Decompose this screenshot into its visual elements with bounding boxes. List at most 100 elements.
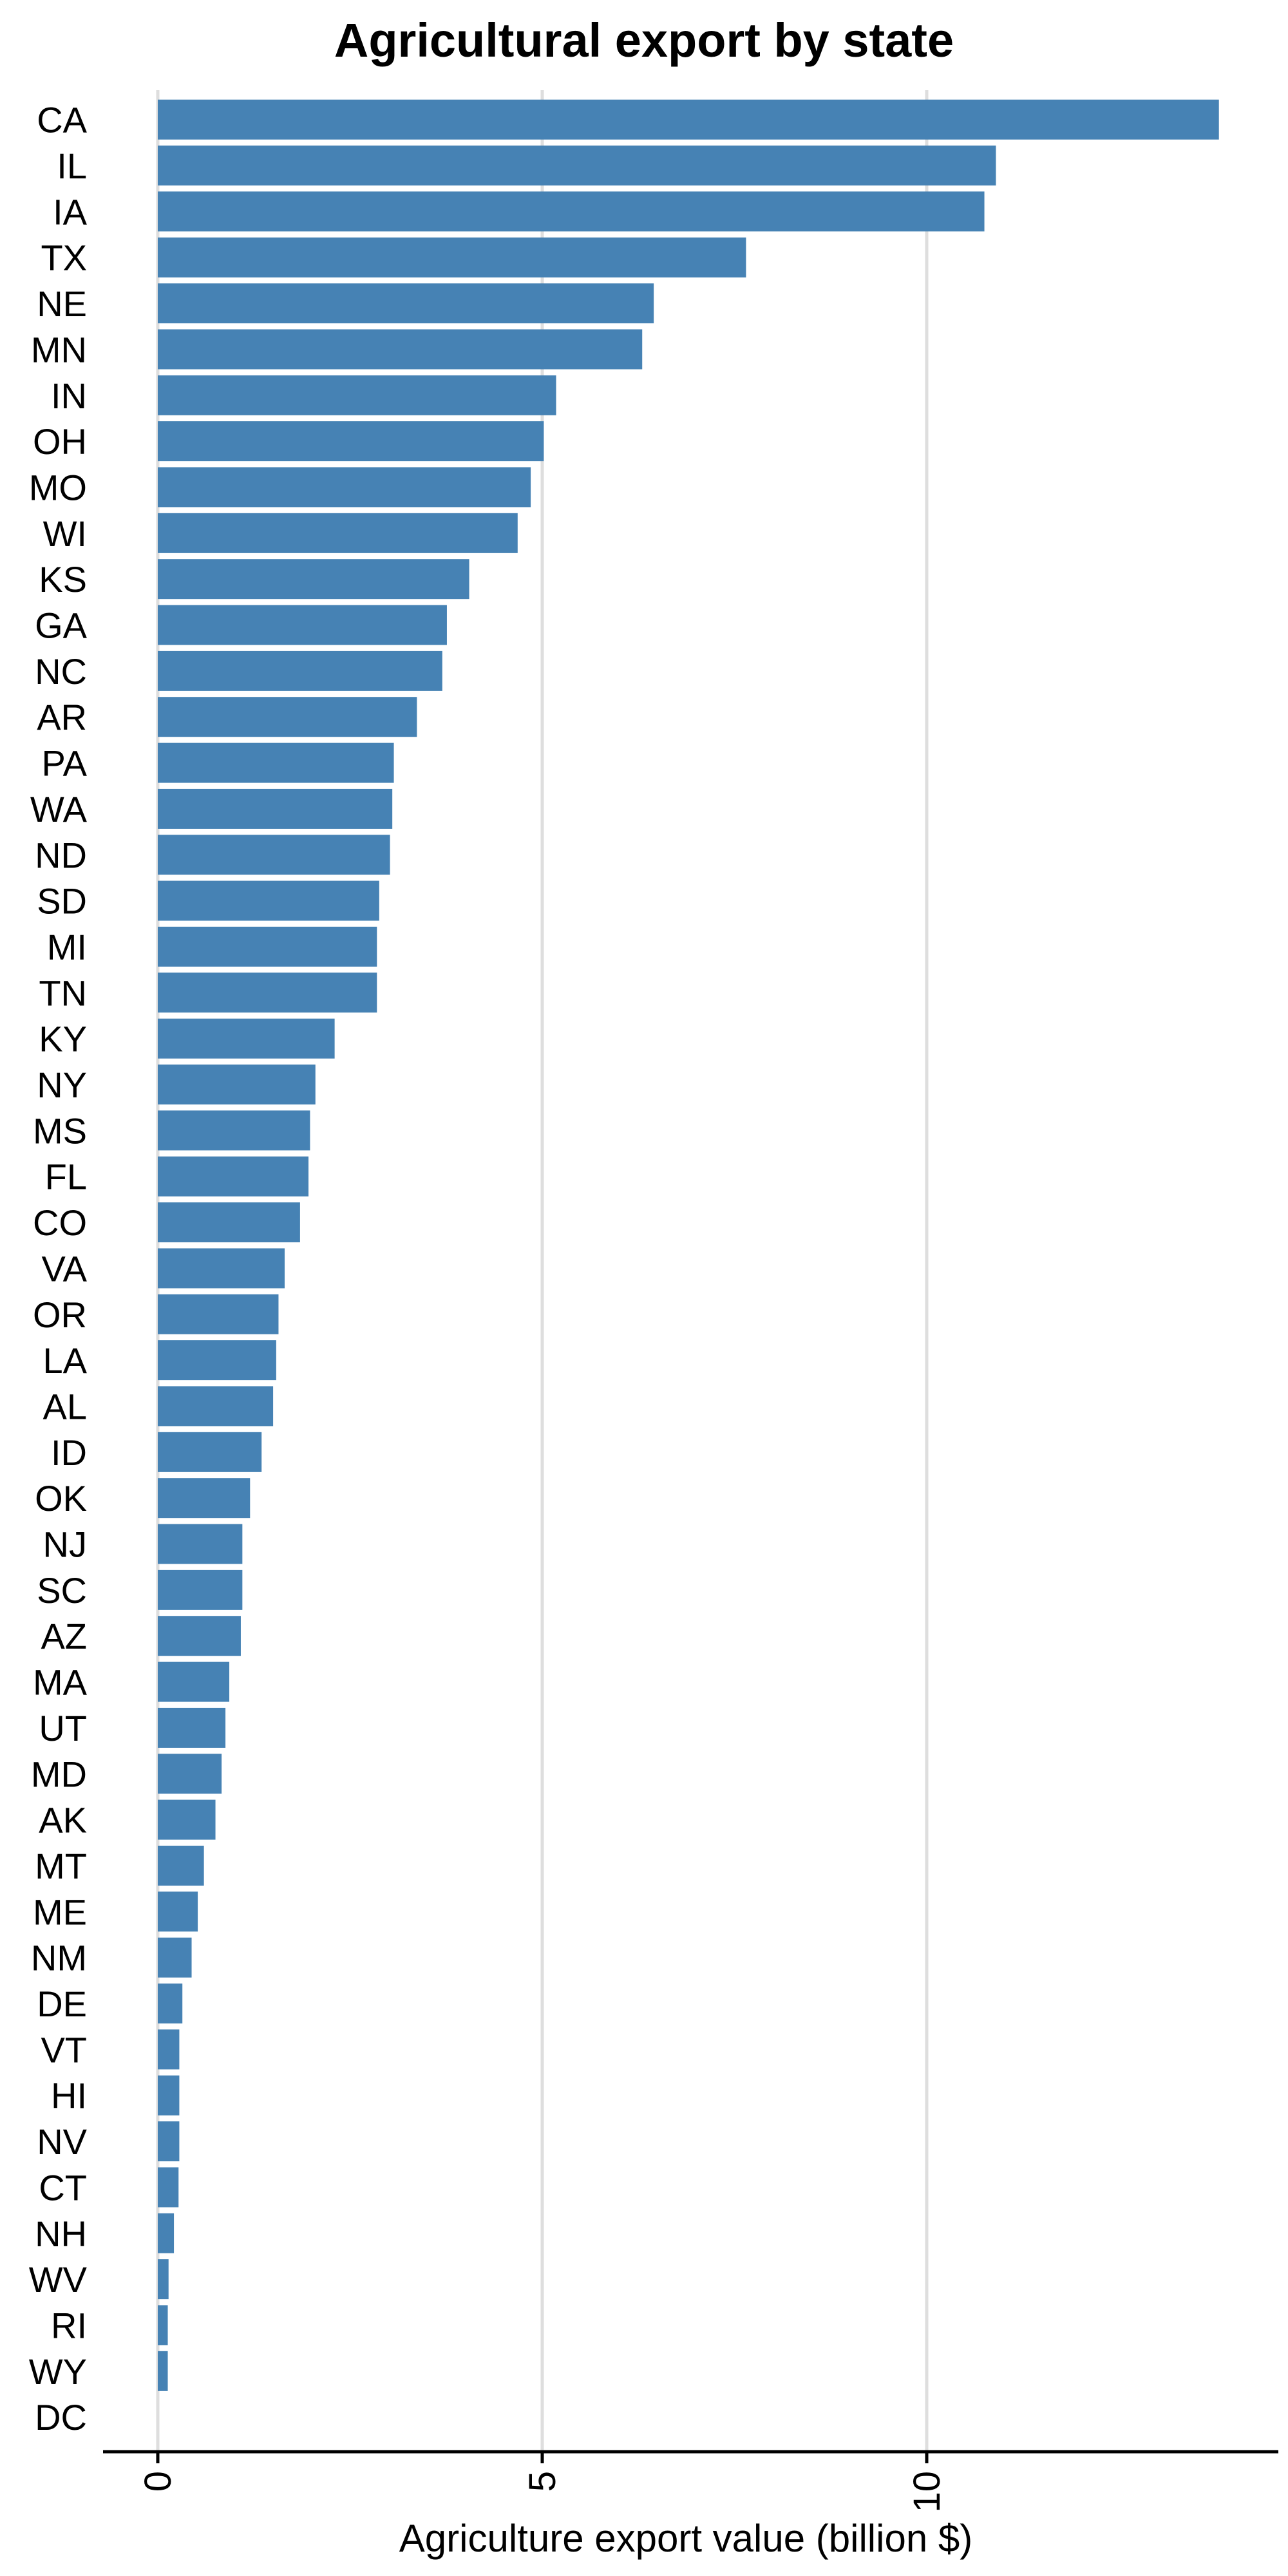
bar-ma <box>158 1662 230 1702</box>
bar-va <box>158 1248 285 1289</box>
bar-nc <box>158 650 442 691</box>
bar-il <box>158 146 996 186</box>
bar-de <box>158 1984 183 2024</box>
bar-ne <box>158 283 654 324</box>
category-label-ok: OK <box>35 1478 87 1519</box>
bar-tx <box>158 237 746 278</box>
bar-mn <box>158 329 643 370</box>
chart-title: Agricultural export by state <box>334 14 954 67</box>
category-label-ga: GA <box>35 605 88 646</box>
bar-nv <box>158 2121 180 2162</box>
bar-ri <box>158 2305 168 2345</box>
category-label-sc: SC <box>37 1570 87 1611</box>
bar-sd <box>158 880 379 921</box>
category-label-fl: FL <box>45 1157 87 1197</box>
category-label-vt: VT <box>41 2029 87 2070</box>
bar-ms <box>158 1110 310 1151</box>
x-axis-ticks: 0 5 10 <box>137 2452 948 2513</box>
category-labels: CA IL IA TX NE MN IN OH MO WI KS GA NC AR PA WA ND SD MI TN… <box>29 100 88 2438</box>
category-label-ks: KS <box>39 559 87 600</box>
category-label-ct: CT <box>39 2167 87 2208</box>
category-label-ar: AR <box>37 697 87 737</box>
category-label-md: MD <box>31 1754 87 1794</box>
category-label-mi: MI <box>47 927 87 967</box>
category-label-wi: WI <box>43 513 87 554</box>
bar-ga <box>158 605 447 645</box>
bar-ny <box>158 1065 316 1105</box>
category-label-mt: MT <box>35 1846 87 1886</box>
category-label-id: ID <box>51 1432 87 1473</box>
bar-ut <box>158 1707 226 1748</box>
category-label-or: OR <box>33 1294 87 1335</box>
bar-nj <box>158 1524 243 1564</box>
category-label-oh: OH <box>33 421 87 462</box>
category-label-va: VA <box>41 1248 87 1289</box>
category-label-nd: ND <box>35 835 87 875</box>
category-label-ma: MA <box>33 1662 88 1703</box>
bar-wy <box>158 2351 168 2391</box>
bar-mo <box>158 467 531 507</box>
bar-in <box>158 375 556 415</box>
category-label-mo: MO <box>29 467 87 507</box>
bar-wi <box>158 513 518 553</box>
category-label-wy: WY <box>29 2351 87 2392</box>
bar-mt <box>158 1845 204 1886</box>
category-label-tx: TX <box>41 238 87 278</box>
category-label-tn: TN <box>39 972 87 1013</box>
category-label-pa: PA <box>41 743 87 784</box>
bar-me <box>158 1891 198 1932</box>
x-tick-label-10: 10 <box>906 2471 948 2513</box>
bar-mi <box>158 926 377 967</box>
bar-ia <box>158 191 985 232</box>
category-label-ia: IA <box>53 191 88 232</box>
bar-al <box>158 1386 274 1426</box>
bar-oh <box>158 421 544 462</box>
x-tick-label-5: 5 <box>522 2471 564 2492</box>
category-label-nv: NV <box>37 2121 87 2162</box>
bar-ct <box>158 2167 179 2208</box>
bar-sc <box>158 1569 243 1610</box>
category-label-ca: CA <box>37 100 87 140</box>
category-label-ut: UT <box>39 1708 87 1748</box>
category-label-nm: NM <box>31 1938 87 1978</box>
bar-nd <box>158 835 390 875</box>
bar-ks <box>158 559 469 600</box>
category-label-ak: AK <box>39 1800 87 1841</box>
bar-tn <box>158 972 377 1013</box>
category-label-la: LA <box>43 1340 88 1381</box>
bar-ca <box>158 99 1219 140</box>
bar-nh <box>158 2213 175 2253</box>
category-label-de: DE <box>37 1984 87 2024</box>
category-label-ne: NE <box>37 283 87 324</box>
category-label-il: IL <box>57 146 87 186</box>
category-label-nc: NC <box>35 651 87 692</box>
category-label-nj: NJ <box>43 1524 87 1565</box>
bar-fl <box>158 1156 309 1197</box>
category-label-wv: WV <box>29 2259 88 2300</box>
bar-id <box>158 1432 262 1472</box>
bar-md <box>158 1754 222 1794</box>
bar-pa <box>158 743 394 783</box>
category-label-ms: MS <box>33 1110 87 1151</box>
bar-or <box>158 1294 279 1334</box>
bar-co <box>158 1202 300 1243</box>
bar-vt <box>158 2029 180 2070</box>
bar-nm <box>158 1937 192 1978</box>
category-label-ny: NY <box>37 1065 87 1105</box>
category-label-dc: DC <box>35 2397 87 2438</box>
bar-ak <box>158 1799 216 1840</box>
bars <box>158 99 1219 2391</box>
bar-wa <box>158 788 393 829</box>
category-label-wa: WA <box>30 789 88 829</box>
category-label-hi: HI <box>51 2076 87 2116</box>
category-label-co: CO <box>33 1202 87 1243</box>
category-label-in: IN <box>51 375 87 416</box>
category-label-ri: RI <box>51 2305 87 2345</box>
bar-ar <box>158 697 417 737</box>
category-label-nh: NH <box>35 2213 87 2254</box>
bar-wv <box>158 2259 169 2300</box>
bar-ky <box>158 1018 335 1059</box>
bar-la <box>158 1340 276 1381</box>
bar-hi <box>158 2075 180 2116</box>
